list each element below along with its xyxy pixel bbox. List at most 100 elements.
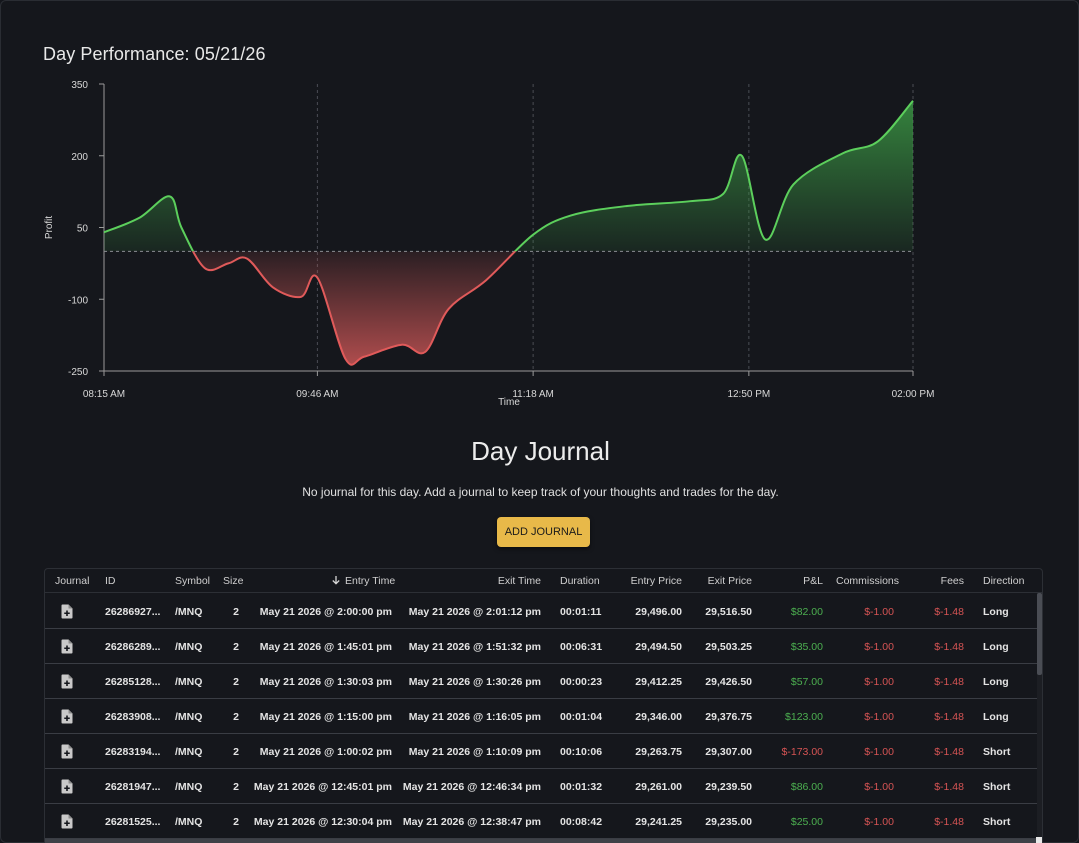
cell-pnl: $123.00 <box>785 711 823 723</box>
column-header-commissions[interactable]: Commissions <box>836 575 900 587</box>
cell-entry-price: 29,494.50 <box>635 641 682 653</box>
y-tick-label: -100 <box>68 295 88 306</box>
cell-entry-time: May 21 2026 @ 1:45:01 pm <box>259 641 392 653</box>
cell-id: 26285128... <box>105 676 161 688</box>
column-header-journal[interactable]: Journal <box>55 575 90 587</box>
column-header-id[interactable]: ID <box>105 575 116 587</box>
vertical-scrollbar[interactable] <box>1037 593 1042 843</box>
column-header-direction[interactable]: Direction <box>983 575 1025 587</box>
cell-commissions: $-1.00 <box>864 641 894 653</box>
cell-entry-time: May 21 2026 @ 1:00:02 pm <box>259 746 392 758</box>
x-tick-label: 02:00 PM <box>892 389 935 400</box>
add-note-file-icon[interactable] <box>61 604 73 619</box>
x-axis-label: Time <box>498 397 520 408</box>
performance-chart: 350 200 50 -100 -250 08:15 AM 09:46 AM 11:18 AM… <box>44 80 935 408</box>
table-row[interactable]: 26285128... /MNQ 2 May 21 2026 @ 1:30:03 pm… <box>45 664 1038 699</box>
cell-exit-time: May 21 2026 @ 2:01:12 pm <box>408 606 541 618</box>
column-header-duration[interactable]: Duration <box>560 575 600 587</box>
add-note-file-icon[interactable] <box>61 639 73 654</box>
table-row[interactable]: 26286927... /MNQ 2 May 21 2026 @ 2:00:00 pm… <box>45 594 1038 629</box>
cell-fees: $-1.48 <box>934 816 964 828</box>
y-tick-label: -250 <box>68 367 88 378</box>
cell-commissions: $-1.00 <box>864 781 894 793</box>
cell-size: 2 <box>233 746 239 758</box>
loss-area <box>104 251 913 365</box>
cell-commissions: $-1.00 <box>864 746 894 758</box>
add-note-file-icon[interactable] <box>61 779 73 794</box>
cell-exit-price: 29,376.75 <box>705 711 752 723</box>
x-tick-label: 09:46 AM <box>296 389 338 400</box>
add-note-file-icon[interactable] <box>61 674 73 689</box>
x-tick-label: 12:50 PM <box>727 389 770 400</box>
cell-size: 2 <box>233 711 239 723</box>
cell-entry-price: 29,346.00 <box>635 711 682 723</box>
table-row[interactable]: 26281525... /MNQ 2 May 21 2026 @ 12:30:04 p… <box>45 804 1038 839</box>
column-header-pnl[interactable]: P&L <box>803 575 823 587</box>
cell-exit-price: 29,235.00 <box>705 816 752 828</box>
cell-entry-price: 29,263.75 <box>635 746 682 758</box>
cell-exit-price: 29,307.00 <box>705 746 752 758</box>
cell-exit-time: May 21 2026 @ 12:46:34 pm <box>402 781 541 793</box>
table-row[interactable]: 26281947... /MNQ 2 May 21 2026 @ 12:45:01 p… <box>45 769 1038 804</box>
cell-size: 2 <box>233 641 239 653</box>
table-row[interactable]: 26283908... /MNQ 2 May 21 2026 @ 1:15:00 pm… <box>45 699 1038 734</box>
cell-symbol: /MNQ <box>175 781 203 793</box>
cell-symbol: /MNQ <box>175 816 203 828</box>
cell-exit-price: 29,516.50 <box>705 606 752 618</box>
column-header-fees[interactable]: Fees <box>940 575 964 587</box>
cell-symbol: /MNQ <box>175 676 203 688</box>
add-note-file-icon[interactable] <box>61 744 73 759</box>
cell-pnl: $57.00 <box>790 676 823 688</box>
cell-commissions: $-1.00 <box>864 711 894 723</box>
cell-commissions: $-1.00 <box>864 676 894 688</box>
cell-fees: $-1.48 <box>934 711 964 723</box>
profit-area <box>104 100 913 252</box>
cell-duration: 00:01:04 <box>560 711 603 723</box>
column-header-exit-time[interactable]: Exit Time <box>497 575 541 587</box>
column-header-entry-price[interactable]: Entry Price <box>630 575 682 587</box>
loss-line <box>191 251 517 366</box>
cell-exit-time: May 21 2026 @ 1:10:09 pm <box>408 746 541 758</box>
cell-duration: 00:01:32 <box>560 781 603 793</box>
add-note-file-icon[interactable] <box>61 814 73 829</box>
cell-symbol: /MNQ <box>175 606 203 618</box>
column-header-size[interactable]: Size <box>223 575 244 587</box>
cell-exit-time: May 21 2026 @ 12:38:47 pm <box>402 816 541 828</box>
scrollbar-thumb[interactable] <box>1037 593 1042 675</box>
cell-symbol: /MNQ <box>175 711 203 723</box>
table-row[interactable]: 26286289... /MNQ 2 May 21 2026 @ 1:45:01 pm… <box>45 629 1038 664</box>
cell-id: 26281525... <box>105 816 161 828</box>
cell-duration: 00:01:11 <box>560 606 602 618</box>
cell-fees: $-1.48 <box>934 676 964 688</box>
cell-commissions: $-1.00 <box>864 606 894 618</box>
y-tick-label: 350 <box>71 80 88 91</box>
cell-exit-time: May 21 2026 @ 1:51:32 pm <box>408 641 541 653</box>
cell-id: 26286289... <box>105 641 161 653</box>
column-header-entry-time-label: Entry Time <box>345 575 396 587</box>
add-journal-button[interactable]: ADD JOURNAL <box>497 517 590 547</box>
cell-entry-price: 29,241.25 <box>635 816 682 828</box>
add-note-file-icon[interactable] <box>61 709 73 724</box>
profit-line <box>103 100 914 252</box>
cell-fees: $-1.48 <box>934 606 964 618</box>
cell-exit-price: 29,503.25 <box>705 641 752 653</box>
column-header-symbol[interactable]: Symbol <box>175 575 211 587</box>
cell-entry-price: 29,261.00 <box>635 781 682 793</box>
cell-id: 26283194... <box>105 746 161 758</box>
cell-entry-price: 29,412.25 <box>635 676 682 688</box>
column-header-exit-price[interactable]: Exit Price <box>707 575 752 587</box>
cell-entry-time: May 21 2026 @ 1:15:00 pm <box>259 711 392 723</box>
horizontal-scrollbar[interactable] <box>45 839 1038 843</box>
journal-empty-message: No journal for this day. Add a journal t… <box>302 485 779 499</box>
cell-direction: Short <box>983 746 1011 758</box>
cell-duration: 00:00:23 <box>560 676 603 688</box>
cell-duration: 00:08:42 <box>560 816 603 828</box>
cell-exit-time: May 21 2026 @ 1:16:05 pm <box>408 711 541 723</box>
column-header-entry-time[interactable]: Entry Time <box>331 575 395 587</box>
cell-symbol: /MNQ <box>175 641 203 653</box>
table-row[interactable]: 26283194... /MNQ 2 May 21 2026 @ 1:00:02 pm… <box>45 734 1038 769</box>
cell-exit-price: 29,426.50 <box>705 676 752 688</box>
journal-title: Day Journal <box>471 436 610 466</box>
cell-id: 26281947... <box>105 781 161 793</box>
